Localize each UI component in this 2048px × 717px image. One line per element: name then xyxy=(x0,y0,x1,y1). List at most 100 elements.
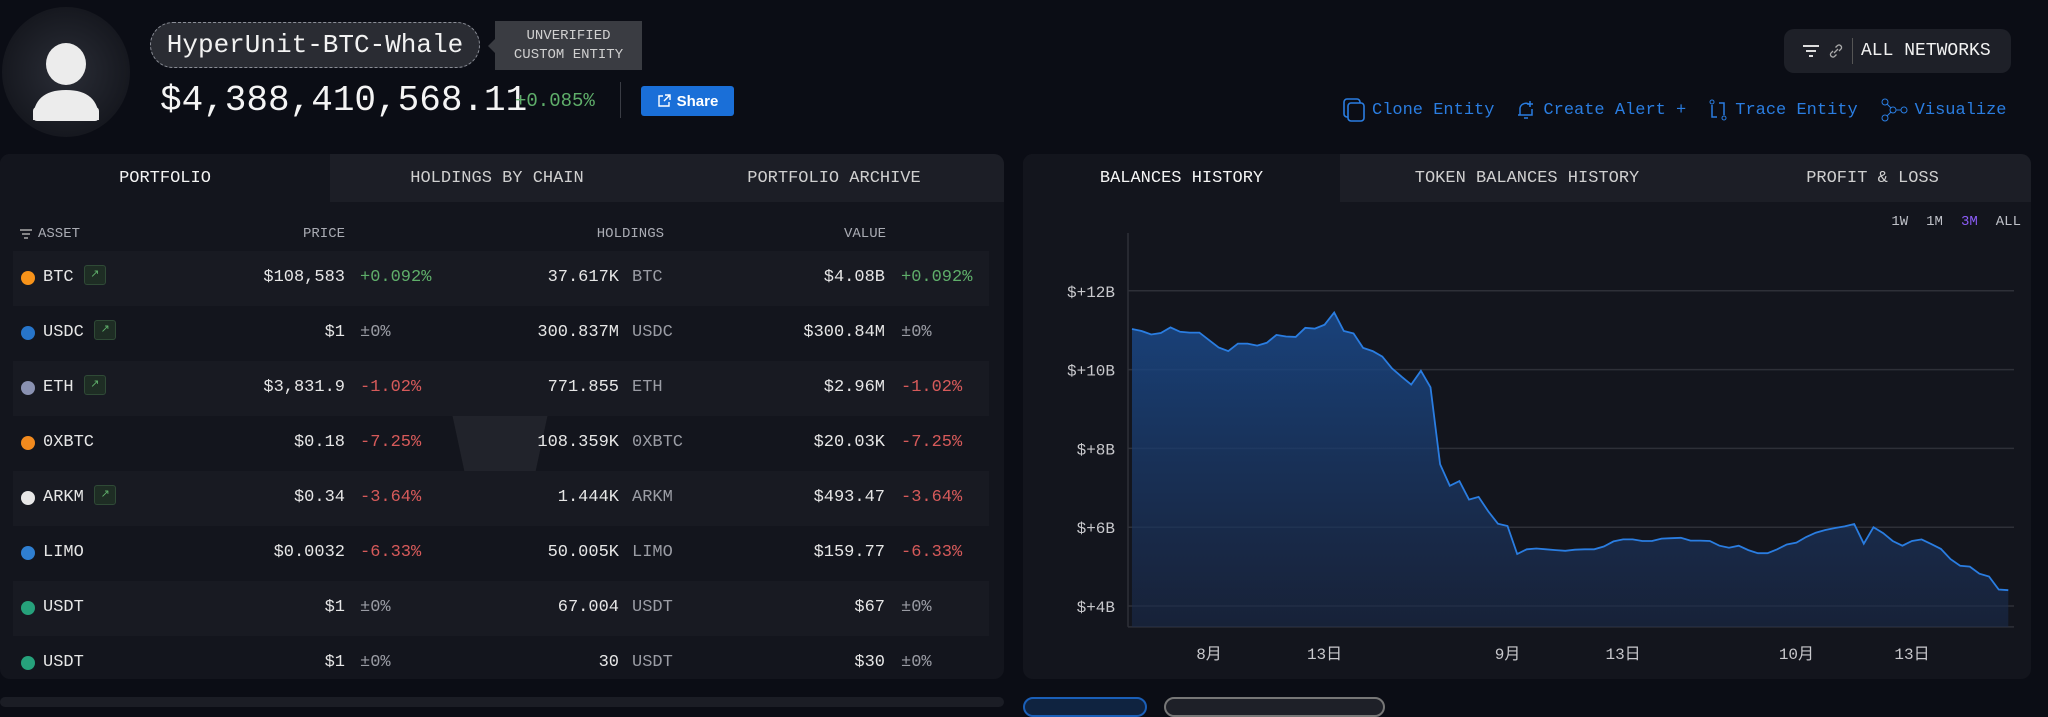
action-label: Visualize xyxy=(1914,100,2007,120)
asset-name[interactable]: USDT xyxy=(43,653,84,672)
share-button[interactable]: Share xyxy=(641,86,734,116)
network-filter[interactable]: ALL NETWORKS xyxy=(1784,29,2011,73)
asset-name[interactable]: ARKM xyxy=(43,488,84,507)
range-all[interactable]: ALL xyxy=(1995,214,2021,230)
value-change: ±0% xyxy=(901,323,932,342)
holdings-symbol: ETH xyxy=(632,378,663,397)
value: $20.03K xyxy=(813,433,885,452)
holdings-amount: 37.617K xyxy=(547,268,619,287)
holdings-symbol: 0XBTC xyxy=(632,433,684,452)
token-icon xyxy=(21,546,35,560)
tab-balances-history[interactable]: BALANCES HISTORY xyxy=(1023,154,1340,202)
column-holdings[interactable]: HOLDINGS xyxy=(596,226,664,242)
tab-token-balances-history[interactable]: TOKEN BALANCES HISTORY xyxy=(1414,168,1640,188)
bottom-button[interactable] xyxy=(1023,697,1147,717)
holdings-amount: 67.004 xyxy=(557,598,619,617)
trend-chart-icon[interactable]: ↗ xyxy=(94,485,117,505)
table-header: ASSET PRICE HOLDINGS VALUE xyxy=(0,226,1004,246)
trend-chart-icon[interactable]: ↗ xyxy=(83,375,106,395)
table-row[interactable]: ETH ↗ $3,831.9 -1.02% 771.855 ETH $2.96M -1.02% xyxy=(13,361,989,416)
value: $2.96M xyxy=(823,378,885,397)
range-1w[interactable]: 1W xyxy=(1891,214,1909,230)
entity-name[interactable]: HyperUnit-BTC-Whale xyxy=(150,22,480,68)
table-row[interactable]: USDC ↗ $1 ±0% 300.837M USDC $300.84M ±0% xyxy=(13,306,989,361)
token-icon xyxy=(21,271,35,285)
price: $3,831.9 xyxy=(263,378,345,397)
price: $1 xyxy=(324,598,345,617)
table-row[interactable]: ARKM ↗ $0.34 -3.64% 1.444K ARKM $493.47 -3.64% xyxy=(13,471,989,526)
value-change: +0.092% xyxy=(901,268,973,287)
table-row[interactable]: USDT $1 ±0% 67.004 USDT $67 ±0% xyxy=(13,581,989,636)
holdings-symbol: ARKM xyxy=(632,488,673,507)
token-icon xyxy=(21,436,35,450)
value: $67 xyxy=(854,598,885,617)
column-asset[interactable]: ASSET xyxy=(38,226,81,242)
price-change: ±0% xyxy=(360,323,391,342)
token-icon xyxy=(21,656,35,670)
share-label: Share xyxy=(676,92,719,110)
tab-holdings-by-chain[interactable]: HOLDINGS BY CHAIN xyxy=(410,168,584,188)
asset-name[interactable]: LIMO xyxy=(43,543,84,562)
table-row[interactable]: USDT $1 ±0% 30 USDT $30 ±0% xyxy=(13,636,989,679)
column-value[interactable]: VALUE xyxy=(843,226,886,242)
clone-entity-button[interactable]: Clone Entity xyxy=(1343,98,1494,122)
tab-portfolio[interactable]: PORTFOLIO xyxy=(0,154,330,202)
token-icon xyxy=(21,491,35,505)
range-1m[interactable]: 1M xyxy=(1926,214,1943,230)
unverified-badge: UNVERIFIED CUSTOM ENTITY xyxy=(488,21,642,70)
trend-chart-icon[interactable]: ↗ xyxy=(94,320,117,340)
column-price[interactable]: PRICE xyxy=(302,226,345,242)
tab-profit-loss[interactable]: PROFIT & LOSS xyxy=(1806,168,1939,188)
asset-name[interactable]: 0XBTC xyxy=(43,433,95,452)
avatar xyxy=(2,7,130,137)
table-row[interactable]: 0XBTC $0.18 -7.25% 108.359K 0XBTC $20.03K -7.2… xyxy=(13,416,989,471)
bottom-button[interactable] xyxy=(1164,697,1385,717)
badge-line: UNVERIFIED xyxy=(526,28,611,44)
tab-portfolio-archive[interactable]: PORTFOLIO ARCHIVE xyxy=(747,168,921,188)
separator xyxy=(1852,38,1853,64)
price: $0.18 xyxy=(293,433,345,452)
sort-icon[interactable] xyxy=(20,228,32,244)
table-row[interactable]: BTC ↗ $108,583 +0.092% 37.617K BTC $4.08B +0.09… xyxy=(13,251,989,306)
value-change: -3.64% xyxy=(901,488,963,507)
holdings-amount: 771.855 xyxy=(547,378,619,397)
asset-name[interactable]: USDC xyxy=(43,323,84,342)
entity-actions: Clone Entity Create Alert + Trace Entity… xyxy=(1343,98,2007,122)
price: $0.34 xyxy=(293,488,345,507)
price: $108,583 xyxy=(263,268,345,287)
link-icon xyxy=(1829,44,1843,58)
range-3m[interactable]: 3M xyxy=(1960,214,1978,230)
range-selector: 1W 1M 3M ALL xyxy=(1891,214,2021,230)
price-change: -1.02% xyxy=(360,378,422,397)
value: $300.84M xyxy=(803,323,885,342)
total-change: +0.085% xyxy=(515,90,595,112)
graph-icon xyxy=(1881,98,1908,122)
asset-name[interactable]: BTC xyxy=(43,268,74,287)
price-change: -7.25% xyxy=(360,433,422,452)
trace-icon xyxy=(1709,99,1727,121)
table-row[interactable]: LIMO $0.0032 -6.33% 50.005K LIMO $159.77 -6.33… xyxy=(13,526,989,581)
holdings-symbol: BTC xyxy=(632,268,663,287)
trend-chart-icon[interactable]: ↗ xyxy=(83,265,106,285)
action-label: Trace Entity xyxy=(1735,100,1858,120)
value: $159.77 xyxy=(813,543,885,562)
visualize-button[interactable]: Visualize xyxy=(1880,98,2007,122)
trace-entity-button[interactable]: Trace Entity xyxy=(1708,98,1858,122)
holdings-amount: 1.444K xyxy=(557,488,619,507)
bell-plus-icon xyxy=(1518,101,1534,119)
value: $4.08B xyxy=(823,268,885,287)
price-change: -3.64% xyxy=(360,488,422,507)
asset-name[interactable]: ETH xyxy=(43,378,74,397)
user-icon xyxy=(33,43,99,121)
create-alert-button[interactable]: Create Alert + xyxy=(1516,98,1686,122)
bottom-panel xyxy=(0,697,1004,707)
holdings-symbol: USDT xyxy=(632,653,673,672)
portfolio-panel: PORTFOLIO HOLDINGS BY CHAIN PORTFOLIO AR… xyxy=(0,154,1004,679)
price-change: +0.092% xyxy=(360,268,432,287)
external-link-icon xyxy=(657,94,671,107)
asset-name[interactable]: USDT xyxy=(43,598,84,617)
price-change: -6.33% xyxy=(360,543,422,562)
filter-icon xyxy=(1803,45,1819,57)
price: $1 xyxy=(324,323,345,342)
price: $1 xyxy=(324,653,345,672)
